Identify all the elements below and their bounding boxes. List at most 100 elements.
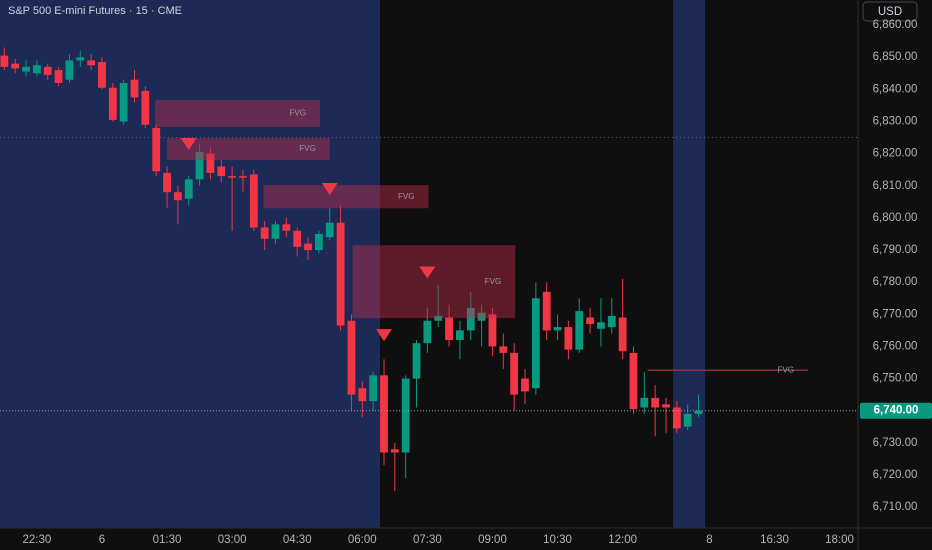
signal-marker: [180, 137, 197, 150]
candle-body: [141, 90, 150, 125]
candle-body: [249, 174, 258, 228]
candle-body: [597, 322, 605, 329]
candle-body: [195, 152, 204, 180]
candle-body: [618, 317, 627, 352]
x-tick-label: 6: [99, 534, 105, 546]
candle-body: [358, 388, 367, 402]
last-price-label: 6,740.00: [874, 405, 919, 417]
candle-body: [293, 230, 302, 247]
currency[interactable]: USD: [878, 6, 902, 18]
candle-body: [586, 317, 594, 324]
candle-body: [390, 449, 399, 453]
candle-body: [282, 224, 291, 231]
fvg-zone: [155, 99, 320, 127]
candle-body: [98, 62, 106, 88]
candle-body: [369, 375, 378, 402]
x-tick-label: 07:30: [413, 534, 442, 546]
candle-body: [108, 87, 117, 120]
candle-body: [683, 413, 692, 427]
candle-body: [564, 327, 573, 350]
x-tick-label: 04:30: [283, 534, 312, 546]
candle-body: [32, 65, 41, 74]
x-tick-label: 10:30: [543, 534, 572, 546]
candle-body: [130, 79, 139, 98]
candle-body: [672, 407, 681, 429]
y-tick-label: 6,790.00: [873, 244, 918, 256]
y-tick-label: 6,800.00: [873, 212, 918, 224]
candle-body: [336, 222, 345, 326]
fvg-label: FVG: [485, 277, 501, 286]
signal-marker: [321, 182, 338, 195]
y-tick-label: 6,850.00: [873, 51, 918, 63]
candle-body: [347, 320, 356, 395]
x-tick-label: 03:00: [218, 534, 247, 546]
candle-body: [477, 312, 486, 321]
candle-body: [401, 378, 410, 453]
candle-body: [662, 404, 670, 408]
candle-body: [325, 222, 334, 238]
candle-body: [228, 176, 237, 178]
candle-body: [553, 327, 562, 331]
y-tick-label: 6,860.00: [873, 19, 918, 31]
candle-body: [11, 63, 20, 69]
candle-body: [531, 298, 540, 389]
session-shade: [0, 0, 380, 528]
candle-body: [76, 57, 85, 61]
candle-body: [217, 166, 226, 177]
candle-body: [163, 172, 171, 193]
candle-body: [412, 343, 421, 379]
candle-body: [499, 346, 508, 353]
candle-body: [206, 153, 215, 173]
x-tick-label: 01:30: [153, 534, 182, 546]
chart-title: S&P 500 E-mini Futures · 15 · CME: [8, 5, 182, 17]
candle-body: [456, 330, 464, 341]
candle-body: [607, 315, 616, 328]
x-tick-label: 09:00: [478, 534, 507, 546]
fvg-label: FVG: [299, 144, 315, 153]
y-tick-label: 6,730.00: [873, 437, 918, 449]
candle-body: [423, 320, 432, 344]
fvg-label: FVG: [778, 365, 794, 374]
y-tick-label: 6,780.00: [873, 276, 918, 288]
x-tick-label: 8: [706, 534, 712, 546]
candle-body: [521, 378, 529, 392]
candle-body: [542, 291, 551, 331]
candle-body: [239, 176, 247, 178]
candle-body: [54, 70, 63, 83]
candle-body: [119, 82, 128, 122]
x-tick-label: 22:30: [22, 534, 51, 546]
y-tick-label: 6,840.00: [873, 83, 918, 95]
candle-body: [152, 127, 161, 172]
fvg-label: FVG: [398, 192, 414, 201]
candle-body: [260, 227, 269, 239]
candle-body: [87, 60, 96, 66]
x-tick-label: 06:00: [348, 534, 377, 546]
y-tick-label: 6,710.00: [873, 501, 918, 513]
candle-body: [65, 60, 74, 80]
candle-body: [0, 55, 9, 67]
candle-body: [640, 397, 649, 408]
candle-body: [22, 66, 30, 72]
candle-body: [173, 192, 182, 201]
candle-body: [434, 315, 443, 321]
candle-body: [629, 352, 638, 410]
fvg-zone: [263, 185, 429, 209]
x-tick-label: 18:00: [825, 534, 854, 546]
currency-button[interactable]: [862, 1, 918, 22]
candle-body: [466, 307, 475, 331]
fvg-zone: [167, 138, 330, 161]
y-tick-label: 6,720.00: [873, 469, 918, 481]
candle-body: [510, 352, 519, 395]
candle-body: [184, 179, 193, 199]
y-tick-label: 6,750.00: [873, 373, 918, 385]
session-shade: [673, 0, 705, 528]
candle-body: [43, 66, 52, 75]
y-tick-label: 6,760.00: [873, 340, 918, 352]
candle-body: [271, 224, 280, 239]
y-tick-label: 6,810.00: [873, 180, 918, 192]
candle-body: [575, 311, 584, 350]
candle-body: [694, 410, 703, 414]
signal-marker: [419, 266, 436, 279]
